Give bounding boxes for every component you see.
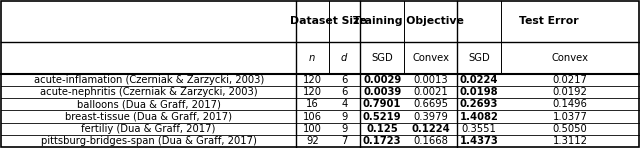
Text: 0.1224: 0.1224 bbox=[412, 124, 451, 134]
Text: 0.1668: 0.1668 bbox=[413, 136, 449, 146]
Text: Training Objective: Training Objective bbox=[353, 16, 464, 26]
Text: 0.6695: 0.6695 bbox=[413, 99, 449, 109]
Text: 0.5219: 0.5219 bbox=[363, 112, 401, 122]
Text: 0.3551: 0.3551 bbox=[461, 124, 497, 134]
Text: 6: 6 bbox=[341, 87, 348, 97]
Text: 6: 6 bbox=[341, 75, 348, 85]
Text: Convex: Convex bbox=[412, 53, 449, 63]
Text: Dataset Size: Dataset Size bbox=[289, 16, 366, 26]
Text: balloons (Dua & Graff, 2017): balloons (Dua & Graff, 2017) bbox=[77, 99, 221, 109]
Text: 9: 9 bbox=[341, 112, 348, 122]
Text: 0.0029: 0.0029 bbox=[363, 75, 401, 85]
Text: 120: 120 bbox=[303, 75, 322, 85]
Text: SGD: SGD bbox=[371, 53, 393, 63]
Text: 9: 9 bbox=[341, 124, 348, 134]
Text: n: n bbox=[309, 53, 316, 63]
Text: 0.2693: 0.2693 bbox=[460, 99, 499, 109]
Text: 0.125: 0.125 bbox=[366, 124, 398, 134]
Text: 120: 120 bbox=[303, 87, 322, 97]
Text: fertiliy (Dua & Graff, 2017): fertiliy (Dua & Graff, 2017) bbox=[81, 124, 216, 134]
Text: 0.1723: 0.1723 bbox=[363, 136, 401, 146]
Text: 106: 106 bbox=[303, 112, 322, 122]
Text: 1.4082: 1.4082 bbox=[460, 112, 499, 122]
Text: 0.3979: 0.3979 bbox=[413, 112, 449, 122]
Text: 0.0198: 0.0198 bbox=[460, 87, 499, 97]
Text: 0.0217: 0.0217 bbox=[552, 75, 588, 85]
Text: 1.3112: 1.3112 bbox=[552, 136, 588, 146]
Text: Test Error: Test Error bbox=[518, 16, 578, 26]
Text: 0.1496: 0.1496 bbox=[552, 99, 588, 109]
Text: 0.0192: 0.0192 bbox=[552, 87, 588, 97]
Text: 4: 4 bbox=[341, 99, 348, 109]
Text: Convex: Convex bbox=[552, 53, 589, 63]
Text: d: d bbox=[341, 53, 348, 63]
Text: 0.7901: 0.7901 bbox=[363, 99, 401, 109]
Text: 1.4373: 1.4373 bbox=[460, 136, 499, 146]
Text: 16: 16 bbox=[306, 99, 319, 109]
Text: 0.0013: 0.0013 bbox=[413, 75, 448, 85]
Text: 0.0021: 0.0021 bbox=[413, 87, 449, 97]
Text: acute-nephritis (Czerniak & Zarzycki, 2003): acute-nephritis (Czerniak & Zarzycki, 20… bbox=[40, 87, 257, 97]
Text: SGD: SGD bbox=[468, 53, 490, 63]
Text: 1.0377: 1.0377 bbox=[552, 112, 588, 122]
Text: 7: 7 bbox=[341, 136, 348, 146]
Text: 0.5050: 0.5050 bbox=[553, 124, 588, 134]
Text: breast-tissue (Dua & Graff, 2017): breast-tissue (Dua & Graff, 2017) bbox=[65, 112, 232, 122]
Text: 0.0224: 0.0224 bbox=[460, 75, 499, 85]
Text: 0.0039: 0.0039 bbox=[363, 87, 401, 97]
Text: 100: 100 bbox=[303, 124, 322, 134]
Text: acute-inflamation (Czerniak & Zarzycki, 2003): acute-inflamation (Czerniak & Zarzycki, … bbox=[33, 75, 264, 85]
Text: 92: 92 bbox=[306, 136, 319, 146]
Text: pittsburg-bridges-span (Dua & Graff, 2017): pittsburg-bridges-span (Dua & Graff, 201… bbox=[41, 136, 257, 146]
